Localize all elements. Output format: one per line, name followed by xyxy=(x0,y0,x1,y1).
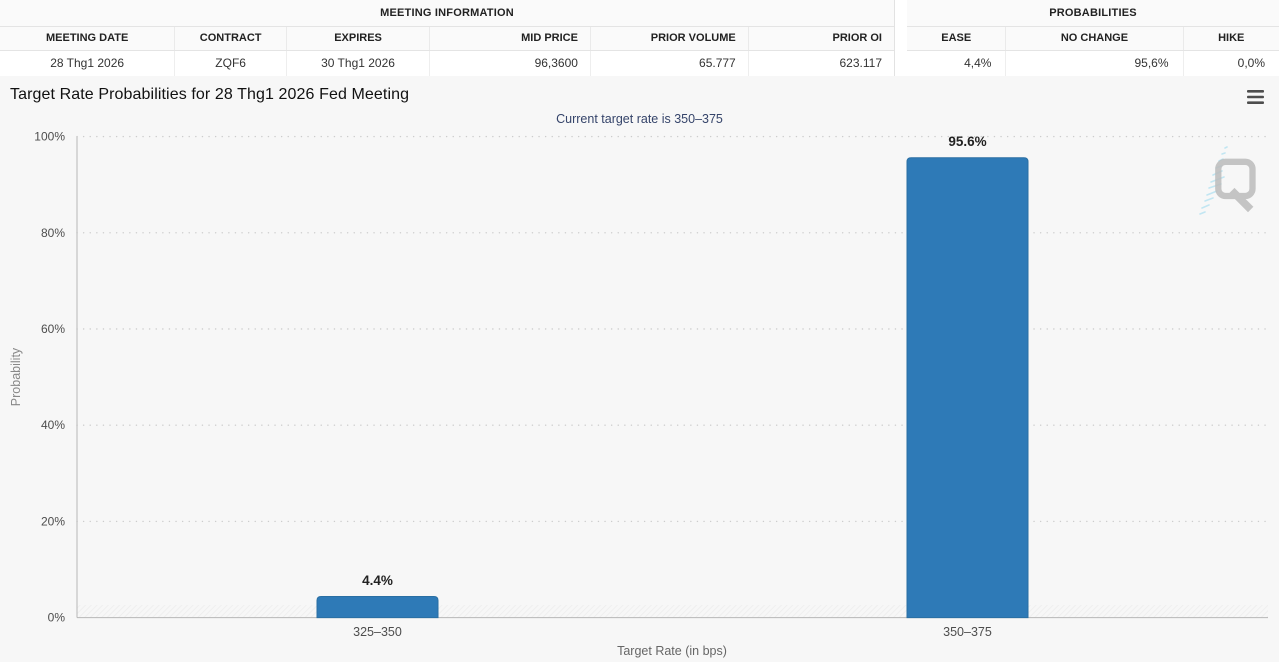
svg-text:100%: 100% xyxy=(34,130,65,144)
svg-text:Probability: Probability xyxy=(9,347,23,406)
svg-text:4.4%: 4.4% xyxy=(362,573,393,588)
svg-text:350–375: 350–375 xyxy=(943,625,992,639)
svg-text:325–350: 325–350 xyxy=(353,625,402,639)
svg-text:60%: 60% xyxy=(41,322,65,336)
svg-text:80%: 80% xyxy=(41,226,65,240)
svg-text:40%: 40% xyxy=(41,418,65,432)
svg-text:0%: 0% xyxy=(48,611,66,625)
svg-text:20%: 20% xyxy=(41,514,65,528)
svg-text:Target Rate (in bps): Target Rate (in bps) xyxy=(617,644,727,658)
svg-text:95.6%: 95.6% xyxy=(948,134,986,149)
